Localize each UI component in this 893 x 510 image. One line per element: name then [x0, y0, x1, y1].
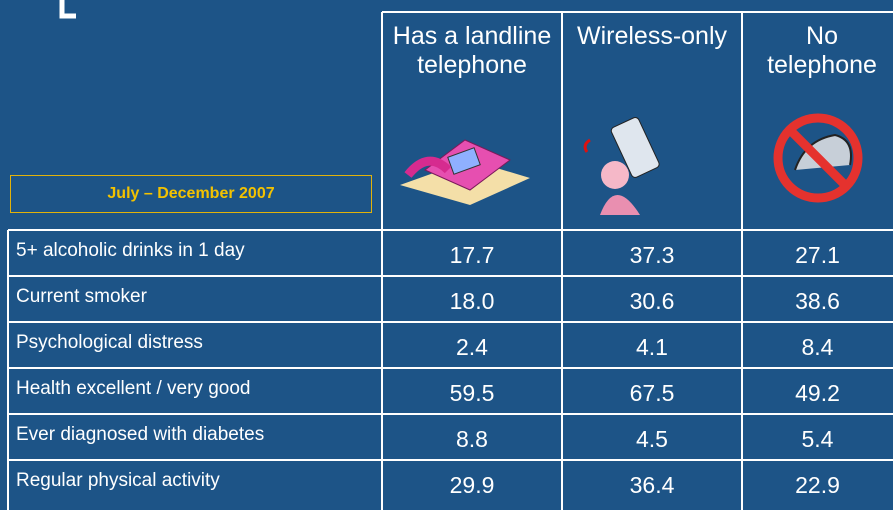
value-cell: 17.7	[449, 242, 495, 268]
row-label: Psychological distress	[16, 332, 203, 353]
no-phone-icon	[773, 113, 863, 203]
grid-lines	[7, 11, 893, 510]
row-label: Ever diagnosed with diabetes	[16, 424, 265, 445]
date-caption: July – December 2007	[10, 175, 372, 213]
value-cell: 29.9	[449, 472, 495, 498]
value-cell: 2.4	[456, 334, 488, 360]
row-label: Regular physical activity	[16, 470, 220, 491]
value-cell: 49.2	[795, 380, 840, 406]
value-cell: 30.6	[629, 288, 675, 314]
landline-icon	[400, 139, 530, 205]
value-cell: 8.4	[801, 334, 834, 360]
value-cell: 38.6	[795, 288, 840, 314]
value-cell: 67.5	[629, 380, 675, 406]
row-label: Health excellent / very good	[16, 378, 251, 399]
column-header: Has a landline telephone	[392, 22, 552, 79]
value-cell: 18.0	[449, 288, 495, 314]
value-cell: 27.1	[795, 242, 840, 268]
value-cell: 36.4	[629, 472, 675, 498]
value-cell: 8.8	[456, 426, 488, 452]
value-cell: 59.5	[449, 380, 495, 406]
column-header: No telephone	[767, 22, 877, 79]
row-label: 5+ alcoholic drinks in 1 day	[16, 240, 245, 261]
value-cell: 5.4	[801, 426, 834, 452]
value-cell: 4.1	[636, 334, 668, 360]
column-header: Wireless-only	[576, 22, 728, 50]
corner-mark	[59, 0, 76, 19]
value-cell: 22.9	[795, 472, 840, 498]
wireless-icon	[583, 117, 660, 215]
value-cell: 37.3	[629, 242, 675, 268]
row-label: Current smoker	[16, 286, 147, 307]
value-cell: 4.5	[636, 426, 668, 452]
